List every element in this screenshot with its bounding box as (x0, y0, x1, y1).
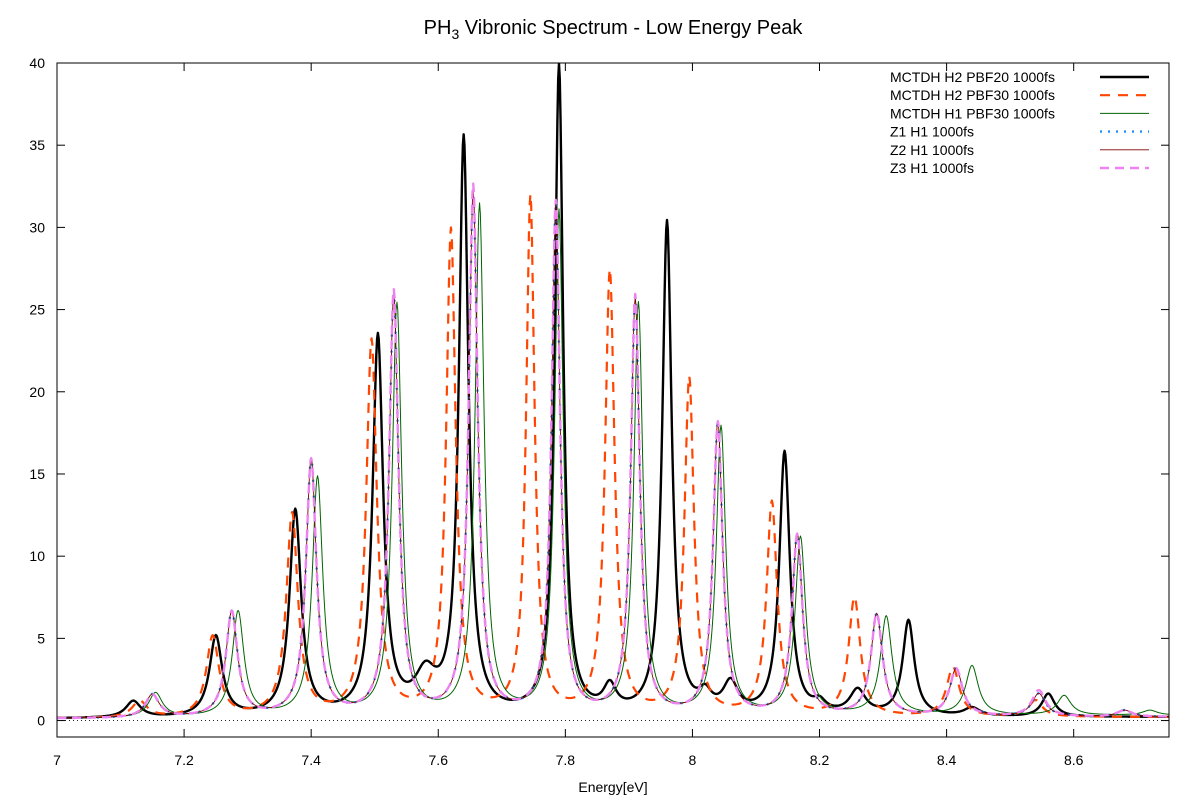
series-layer (57, 63, 1169, 720)
plot-frame (56, 62, 1170, 738)
x-tick-label: 7.6 (429, 752, 449, 768)
y-tick-label: 0 (37, 713, 45, 729)
x-tick-label: 7.8 (556, 752, 576, 768)
chart-title-rest: Vibronic Spectrum - Low Energy Peak (459, 17, 803, 39)
y-tick-label: 15 (29, 466, 45, 482)
y-tick-label: 30 (29, 219, 45, 235)
legend-label: Z3 H1 1000fs (890, 160, 974, 176)
x-tick-label: 8.4 (937, 752, 957, 768)
chart-title-main: PH (424, 17, 452, 39)
x-tick-label: 8.2 (810, 752, 830, 768)
x-tick-label: 7.4 (301, 752, 321, 768)
series-line-4 (57, 189, 1169, 720)
x-tick-label: 7.2 (174, 752, 194, 768)
x-tick-label: 8 (689, 752, 697, 768)
y-axis: 0 5 10 15 20 25 30 35 40 (29, 55, 1169, 729)
x-axis: 7 7.2 7.4 7.6 7.8 8 8.2 8.4 8.6 (53, 63, 1084, 768)
legend-label: MCTDH H2 PBF30 1000fs (890, 87, 1055, 103)
series-line-3 (57, 202, 1169, 719)
series-line-2 (57, 193, 1169, 720)
legend-label: Z1 H1 1000fs (890, 124, 974, 140)
x-tick-label: 8.6 (1064, 752, 1084, 768)
legend-label: MCTDH H1 PBF30 1000fs (890, 105, 1055, 121)
legend-label: Z2 H1 1000fs (890, 142, 974, 158)
legend-label: MCTDH H2 PBF20 1000fs (890, 69, 1055, 85)
x-axis-label: Energy[eV] (578, 779, 647, 795)
series-line-5 (57, 189, 1169, 719)
legend: MCTDH H2 PBF20 1000fs MCTDH H2 PBF30 1000… (890, 69, 1149, 176)
y-tick-label: 5 (37, 630, 45, 646)
y-tick-label: 35 (29, 137, 45, 153)
chart-title: PH3 Vibronic Spectrum - Low Energy Peak (424, 17, 804, 42)
y-tick-label: 10 (29, 548, 45, 564)
x-tick-label: 7 (53, 752, 61, 768)
y-tick-label: 25 (29, 302, 45, 318)
series-line-6 (57, 182, 1169, 720)
chart-title-subscript: 3 (451, 26, 459, 42)
y-tick-label: 20 (29, 384, 45, 400)
y-tick-label: 40 (29, 55, 45, 71)
